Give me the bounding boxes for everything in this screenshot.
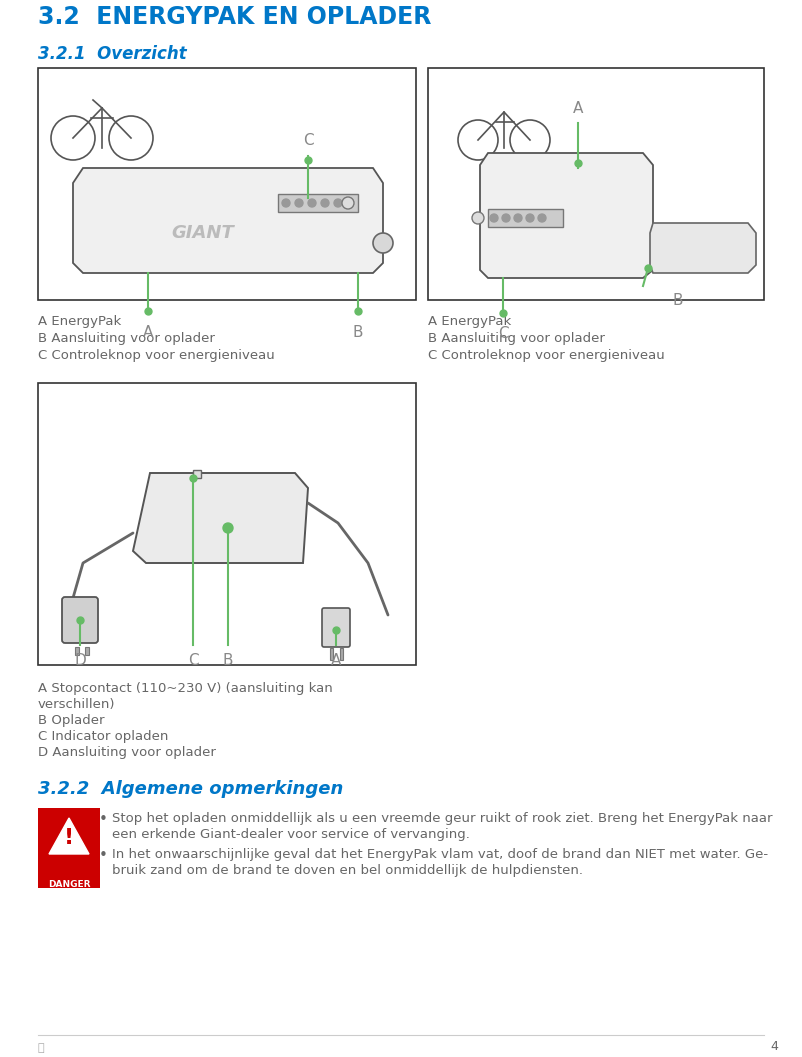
Circle shape [538, 214, 546, 222]
Text: een erkende Giant-dealer voor service of vervanging.: een erkende Giant-dealer voor service of… [112, 828, 470, 841]
Text: 3.2  ENERGYPAK EN OPLADER: 3.2 ENERGYPAK EN OPLADER [38, 5, 431, 29]
Text: B Aansluiting voor oplader: B Aansluiting voor oplader [38, 332, 215, 345]
Bar [488, 209, 563, 227]
Circle shape [514, 214, 522, 222]
Text: A Stopcontact (110~230 V) (aansluiting kan: A Stopcontact (110~230 V) (aansluiting k… [38, 682, 333, 696]
Text: bruik zand om de brand te doven en bel onmiddellijk de hulpdiensten.: bruik zand om de brand te doven en bel o… [112, 864, 583, 877]
Text: !: ! [64, 828, 74, 848]
Bar [38, 808, 100, 888]
Text: A: A [143, 324, 153, 340]
Text: C Controleknop voor energieniveau: C Controleknop voor energieniveau [38, 349, 275, 361]
Bar [38, 68, 416, 300]
Text: •: • [99, 848, 107, 863]
Text: B Aansluiting voor oplader: B Aansluiting voor oplader [428, 332, 605, 345]
Text: B: B [673, 293, 683, 308]
Circle shape [223, 523, 233, 533]
Text: B: B [353, 324, 363, 340]
Text: B: B [223, 653, 233, 668]
Text: 3.2.1  Overzicht: 3.2.1 Overzicht [38, 45, 187, 63]
Text: D Aansluiting voor oplader: D Aansluiting voor oplader [38, 746, 216, 759]
Text: In het onwaarschijnlijke geval dat het EnergyPak vlam vat, doof de brand dan NIE: In het onwaarschijnlijke geval dat het E… [112, 848, 768, 861]
Bar [38, 383, 416, 665]
Circle shape [502, 214, 510, 222]
Circle shape [334, 199, 342, 207]
Text: ⛰: ⛰ [38, 1043, 45, 1053]
Text: A: A [330, 653, 341, 668]
Text: C: C [188, 653, 198, 668]
Bar [330, 648, 333, 660]
Circle shape [490, 214, 498, 222]
Text: C Indicator opladen: C Indicator opladen [38, 730, 168, 743]
Bar [340, 648, 343, 660]
Bar [75, 647, 79, 655]
Text: A: A [573, 101, 583, 116]
Text: DANGER: DANGER [48, 880, 91, 889]
Bar [193, 470, 201, 478]
Polygon shape [49, 818, 89, 854]
Text: 4: 4 [770, 1040, 778, 1053]
Circle shape [526, 214, 534, 222]
FancyBboxPatch shape [62, 597, 98, 643]
Text: C: C [498, 326, 508, 341]
PathPatch shape [480, 153, 653, 278]
Text: A EnergyPak: A EnergyPak [38, 315, 121, 328]
Circle shape [342, 197, 354, 209]
Text: C: C [302, 133, 314, 148]
Text: GIANT: GIANT [172, 224, 234, 242]
Circle shape [472, 212, 484, 224]
Text: D: D [74, 653, 86, 668]
Circle shape [373, 233, 393, 253]
PathPatch shape [133, 472, 308, 563]
Bar [85, 647, 89, 655]
Text: 3.2.2  Algemene opmerkingen: 3.2.2 Algemene opmerkingen [38, 780, 343, 798]
Bar [428, 68, 764, 300]
PathPatch shape [650, 223, 756, 273]
Text: verschillen): verschillen) [38, 698, 115, 711]
PathPatch shape [73, 168, 383, 273]
Circle shape [308, 199, 316, 207]
Circle shape [321, 199, 329, 207]
Bar [278, 194, 358, 212]
Text: A EnergyPak: A EnergyPak [428, 315, 511, 328]
Text: B Oplader: B Oplader [38, 713, 104, 727]
FancyBboxPatch shape [322, 608, 350, 647]
Text: •: • [99, 812, 107, 827]
Text: C Controleknop voor energieniveau: C Controleknop voor energieniveau [428, 349, 665, 361]
Circle shape [282, 199, 290, 207]
Circle shape [295, 199, 303, 207]
Text: Stop het opladen onmiddellijk als u een vreemde geur ruikt of rook ziet. Breng h: Stop het opladen onmiddellijk als u een … [112, 812, 772, 826]
